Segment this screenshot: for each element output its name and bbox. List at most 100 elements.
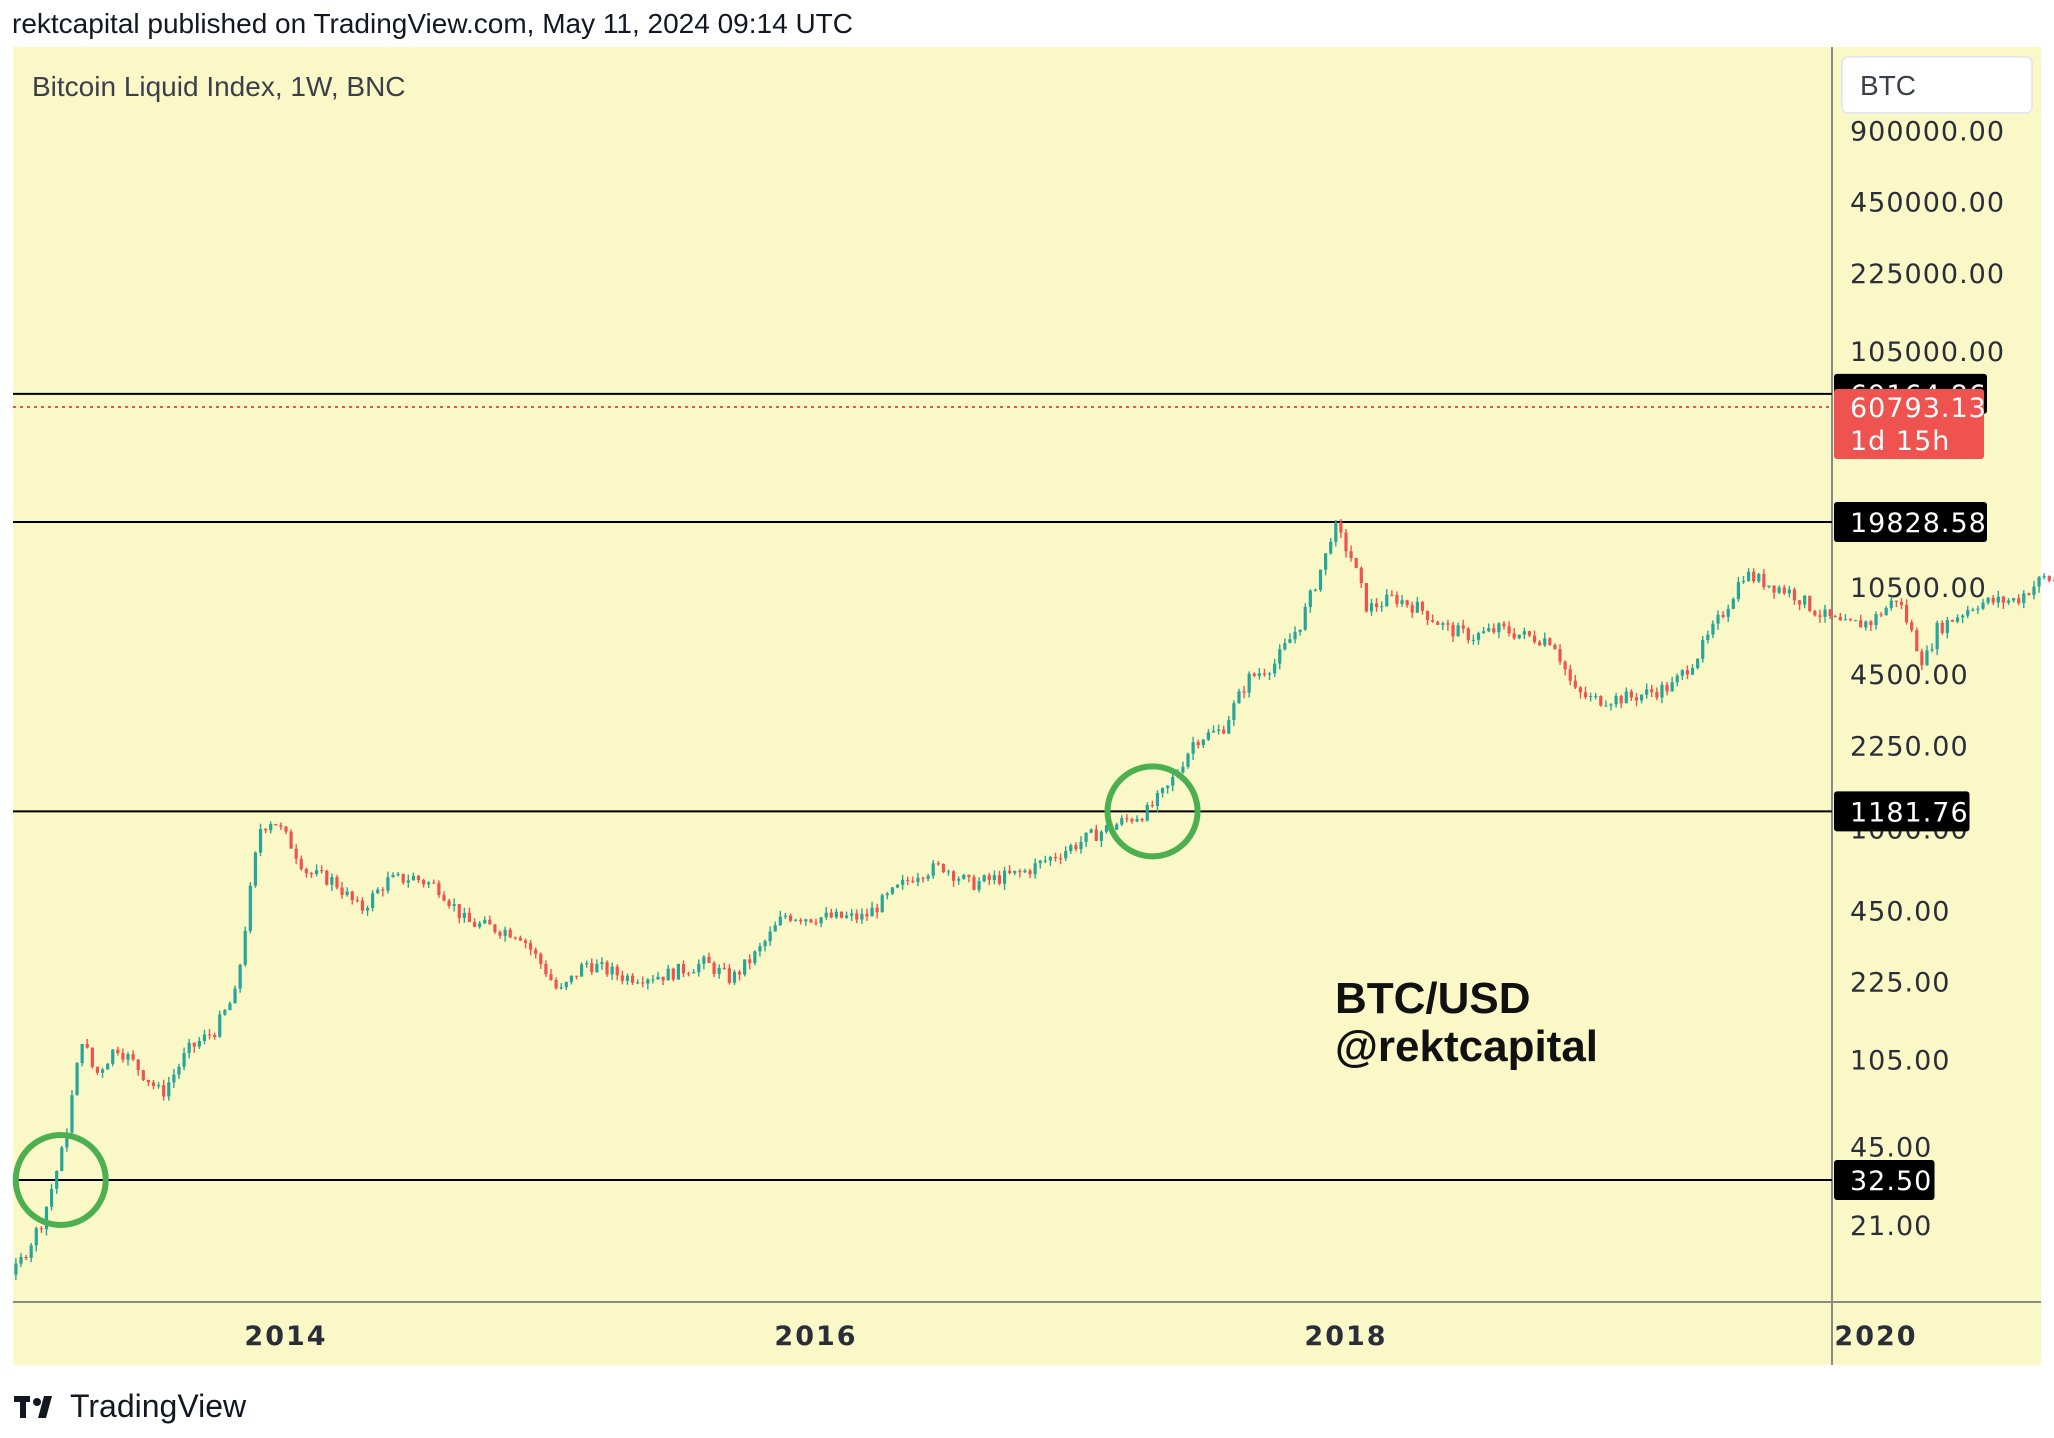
candle-body [309,873,314,875]
candle-body [574,975,579,977]
candle-body [814,922,818,924]
candle-body [1278,649,1282,664]
candle-body [1940,622,1944,633]
candle-body [625,975,630,981]
candle-body [1094,829,1098,841]
candle-body [1359,567,1363,584]
candle-body [1033,863,1037,875]
candle-body [636,982,640,984]
candle-body [1645,689,1649,695]
candle-body [1385,594,1389,607]
candle-body [1889,600,1893,608]
candle-body [1298,629,1302,632]
candle-body [1818,615,1822,617]
candle-body [100,1069,105,1073]
symbol-box[interactable] [1841,56,2033,114]
candle-body [299,858,303,870]
candle-body [1456,625,1460,637]
candle-body [753,951,757,964]
candle-body [177,1066,181,1075]
candle-body [60,1147,64,1172]
candle-body [972,877,976,890]
candle-body [732,971,737,983]
candle-body [1639,694,1644,701]
candle-body [391,874,395,878]
candle-body [432,882,436,884]
candle-body [1395,594,1399,605]
candle-body [585,963,589,965]
candle-body [396,874,400,876]
candle-body [1726,608,1730,617]
candle-body [1772,585,1776,593]
candle-body [187,1042,191,1054]
candle-body [1339,522,1343,533]
candle-body [1803,595,1807,605]
candle-body [1675,675,1679,683]
candle-body [870,907,874,917]
price-level-badge [1834,1160,1935,1200]
candle-body [1910,622,1914,631]
candle-body [1053,856,1058,859]
candle-body [1986,597,1990,603]
candle-body [1084,832,1088,842]
footer: TradingView [14,1388,246,1425]
candle-body [1089,829,1093,833]
highlight-circle [12,1132,109,1228]
candle-body [1553,645,1557,650]
candle-body [80,1043,84,1064]
candle-body [182,1053,186,1067]
candle-body [167,1082,171,1097]
y-axis: 900000.00 450000.00 225000.00 105000.00 4500… [1850,117,2005,1242]
candle-body [126,1054,130,1060]
candle-body [1120,818,1124,825]
candle-body [1848,619,1853,621]
y-tick-label: 225.00 [1850,967,1950,998]
candle-body [1527,631,1532,636]
candle-body [681,963,686,974]
candle-body [304,869,308,874]
candle-body [656,976,660,980]
y-tick-label: 225000.00 [1850,259,2005,290]
candle-body [1364,583,1368,612]
candle-body [1329,541,1333,554]
highlight-circles [12,763,1201,1228]
candle-body [1507,626,1511,634]
candle-body [1655,692,1659,698]
candle-body [131,1054,135,1060]
candle-body [141,1070,145,1080]
candle-body [1283,643,1287,650]
y-tick-label: 4500.00 [1850,660,1969,691]
candle-body [1487,628,1491,632]
candle-body [258,829,263,853]
candle-body [483,919,487,924]
candle-body [600,962,604,964]
candle-body [1629,691,1633,698]
candle-body [844,915,849,918]
candle-body [686,973,691,975]
candle-body [962,874,966,879]
candle-body [992,875,996,880]
candle-body [279,825,283,827]
candle-body [1059,858,1063,860]
candle-body [697,963,701,973]
candle-body [1731,599,1735,609]
candle-body [1446,623,1450,625]
candle-body [666,968,670,981]
candle-body [457,904,461,919]
candle-body [579,964,584,977]
candle-body [1410,605,1414,613]
candle-body [1380,606,1384,608]
candle-body [1247,673,1251,693]
candle-body [529,943,533,950]
candle-body [1915,630,1919,652]
y-tick-label: 10500.00 [1850,573,1987,604]
candle-body [14,1263,18,1275]
candle-body [1859,620,1863,628]
candle-body [758,946,762,952]
candle-body [49,1188,54,1207]
candle-body [722,967,726,969]
candle-body [1405,600,1409,606]
candle-body [243,930,247,965]
candle-body [1609,704,1613,706]
candle-body [1787,589,1791,594]
